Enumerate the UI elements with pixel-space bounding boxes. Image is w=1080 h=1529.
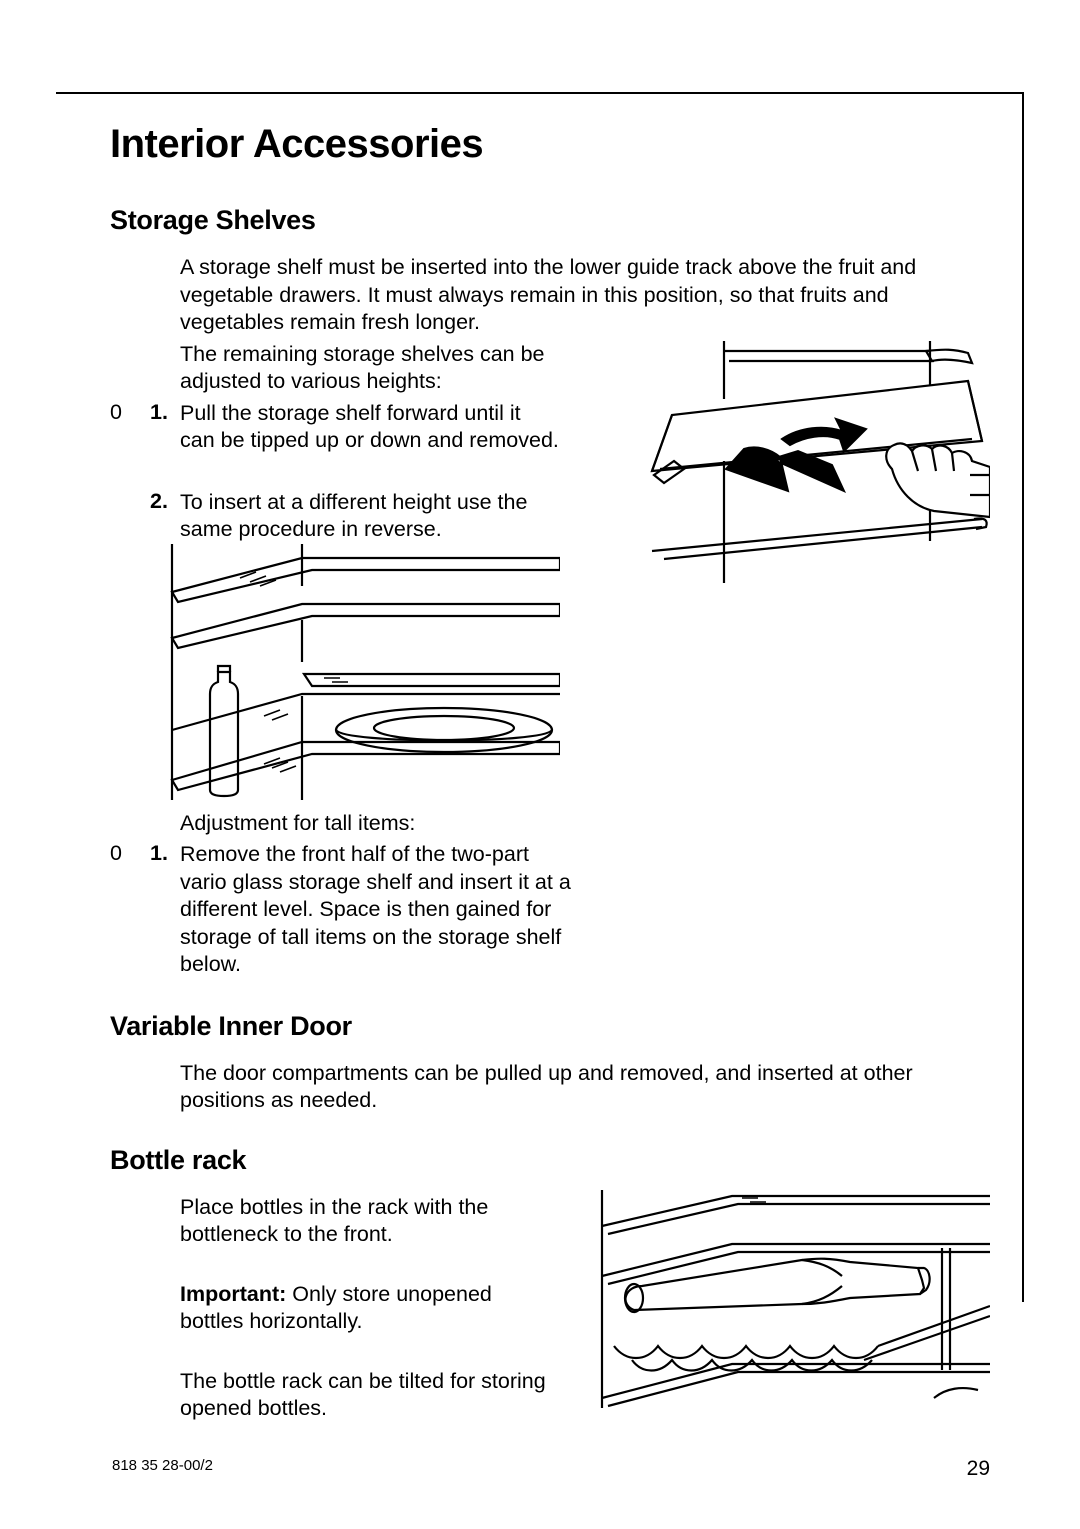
list-gutter-marker: 0	[110, 400, 150, 425]
page-number: 29	[967, 1457, 990, 1481]
bottle-p1: Place bottles in the rack with the bottl…	[180, 1194, 560, 1249]
inner-door-text: The door compartments can be pulled up a…	[180, 1060, 990, 1115]
page-footer: 818 35 28-00/2 29	[112, 1457, 990, 1481]
page-title: Interior Accessories	[110, 122, 990, 167]
list-item: 0 1. Pull the storage shelf forward unti…	[110, 400, 560, 455]
list-text: Pull the storage shelf forward until it …	[180, 400, 560, 455]
list-gutter-marker: 0	[110, 841, 150, 866]
figure-bottle-rack	[574, 1190, 990, 1408]
heading-bottle-rack: Bottle rack	[110, 1145, 990, 1176]
list-text: Remove the front half of the two-part va…	[180, 841, 575, 979]
storage-intro-1: A storage shelf must be inserted into th…	[180, 254, 990, 337]
list-number: 1.	[150, 400, 180, 425]
content-area: Interior Accessories Storage Shelves A s…	[110, 110, 990, 1449]
right-rule	[1022, 92, 1024, 1302]
list-item: 2. To insert at a different height use t…	[110, 489, 560, 544]
list-number: 1.	[150, 841, 180, 866]
figure-tall-items	[144, 544, 560, 800]
list-number: 2.	[150, 489, 180, 514]
list-text: To insert at a different height use the …	[180, 489, 560, 544]
top-rule	[56, 92, 1024, 94]
list-item: 0 1. Remove the front half of the two-pa…	[110, 841, 990, 979]
figure-shelf-removal	[574, 341, 990, 583]
bottle-important: Important: Only store unopened bottles h…	[180, 1281, 560, 1336]
heading-storage-shelves: Storage Shelves	[110, 205, 990, 236]
heading-variable-inner-door: Variable Inner Door	[110, 1011, 990, 1042]
storage-intro-block: A storage shelf must be inserted into th…	[180, 254, 990, 396]
doc-code: 818 35 28-00/2	[112, 1457, 213, 1481]
important-label: Important:	[180, 1282, 286, 1306]
bottle-p3: The bottle rack can be tilted for storin…	[180, 1368, 560, 1423]
